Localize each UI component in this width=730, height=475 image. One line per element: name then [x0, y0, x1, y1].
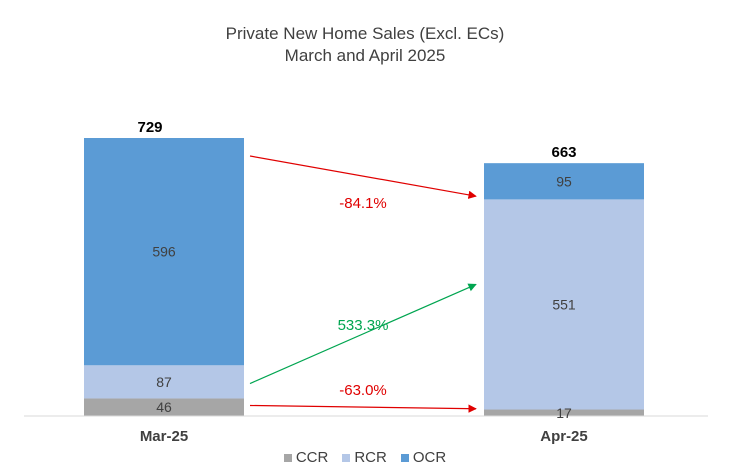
bar-rcr-mar-25 — [84, 365, 244, 399]
chart-legend: CCR RCR OCR — [0, 449, 730, 466]
legend-label-ocr: OCR — [412, 449, 447, 466]
bar-ccr-mar-25 — [84, 398, 244, 416]
legend-label-ccr: CCR — [295, 449, 329, 466]
legend-item-rcr: RCR — [342, 449, 387, 466]
legend-swatch-ccr — [283, 453, 292, 462]
change-arrow-ocr — [249, 155, 477, 199]
data-label-rcr-apr-25: 551 — [552, 296, 576, 312]
x-tick-label-mar-25: Mar-25 — [140, 428, 188, 445]
bar-ccr-apr-25 — [484, 409, 644, 416]
legend-label-rcr: RCR — [354, 449, 387, 466]
data-label-ocr-mar-25: 596 — [152, 244, 176, 260]
legend-item-ccr: CCR — [283, 449, 329, 466]
change-arrow-rcr — [249, 283, 477, 385]
data-label-rcr-mar-25: 87 — [156, 374, 172, 390]
total-label-mar-25: 729 — [137, 119, 162, 136]
legend-swatch-ocr — [400, 453, 409, 462]
chart-subtitle: March and April 2025 — [284, 46, 446, 65]
data-label-ccr-mar-25: 46 — [156, 399, 172, 415]
data-label-ocr-apr-25: 95 — [556, 173, 572, 189]
legend-item-ocr: OCR — [400, 449, 447, 466]
bar-ocr-apr-25 — [484, 163, 644, 200]
legend-swatch-rcr — [342, 453, 351, 462]
chart-title: Private New Home Sales (Excl. ECs) — [225, 24, 505, 43]
change-label-ocr: -84.1% — [339, 195, 387, 212]
data-label-ccr-apr-25: 17 — [556, 405, 572, 421]
bar-rcr-apr-25 — [484, 199, 644, 410]
total-label-apr-25: 663 — [551, 144, 576, 161]
change-label-rcr: 533.3% — [338, 317, 389, 334]
change-label-ccr: -63.0% — [339, 382, 387, 399]
x-tick-label-apr-25: Apr-25 — [540, 428, 588, 445]
bar-ocr-mar-25 — [84, 138, 244, 366]
change-arrow-ccr — [249, 404, 477, 413]
